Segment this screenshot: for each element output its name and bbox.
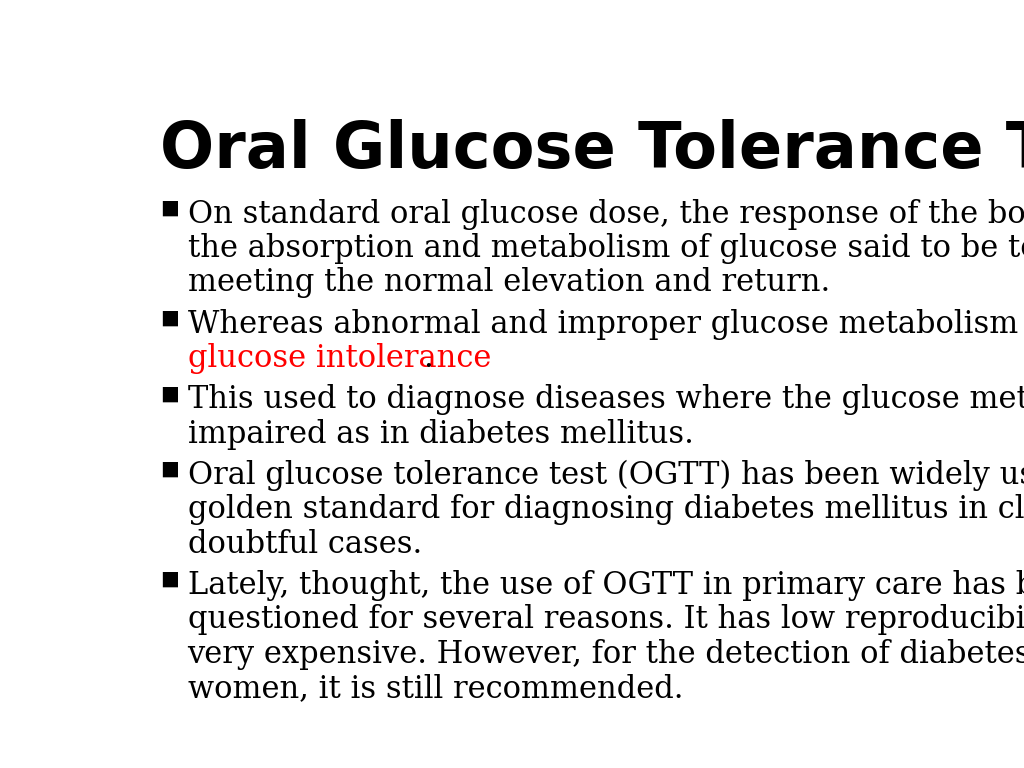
Text: very expensive. However, for the detection of diabetes in pregnant: very expensive. However, for the detecti… — [187, 638, 1024, 670]
Text: This used to diagnose diseases where the glucose metabolism is: This used to diagnose diseases where the… — [187, 384, 1024, 415]
Text: Oral Glucose Tolerance Test (OGTT): Oral Glucose Tolerance Test (OGTT) — [160, 119, 1024, 180]
Text: doubtful cases.: doubtful cases. — [187, 528, 422, 560]
Text: meeting the normal elevation and return.: meeting the normal elevation and return. — [187, 267, 829, 298]
Text: On standard oral glucose dose, the response of the body regarding: On standard oral glucose dose, the respo… — [187, 199, 1024, 230]
Text: the absorption and metabolism of glucose said to be tolerant on: the absorption and metabolism of glucose… — [187, 233, 1024, 264]
Text: Whereas abnormal and improper glucose metabolism is termed: Whereas abnormal and improper glucose me… — [187, 309, 1024, 339]
Text: questioned for several reasons. It has low reproducibility and is: questioned for several reasons. It has l… — [187, 604, 1024, 635]
Text: golden standard for diagnosing diabetes mellitus in clinically: golden standard for diagnosing diabetes … — [187, 495, 1024, 525]
Text: glucose intolerance: glucose intolerance — [187, 343, 490, 374]
Text: women, it is still recommended.: women, it is still recommended. — [187, 673, 683, 704]
Text: Oral glucose tolerance test (OGTT) has been widely used as the: Oral glucose tolerance test (OGTT) has b… — [187, 460, 1024, 492]
Text: Lately, thought, the use of OGTT in primary care has been: Lately, thought, the use of OGTT in prim… — [187, 570, 1024, 601]
Text: ■: ■ — [160, 309, 178, 328]
Text: impaired as in diabetes mellitus.: impaired as in diabetes mellitus. — [187, 419, 693, 449]
Text: ■: ■ — [160, 384, 178, 403]
Text: ■: ■ — [160, 460, 178, 479]
Text: ■: ■ — [160, 570, 178, 589]
Text: .: . — [423, 343, 432, 374]
Text: ■: ■ — [160, 199, 178, 217]
